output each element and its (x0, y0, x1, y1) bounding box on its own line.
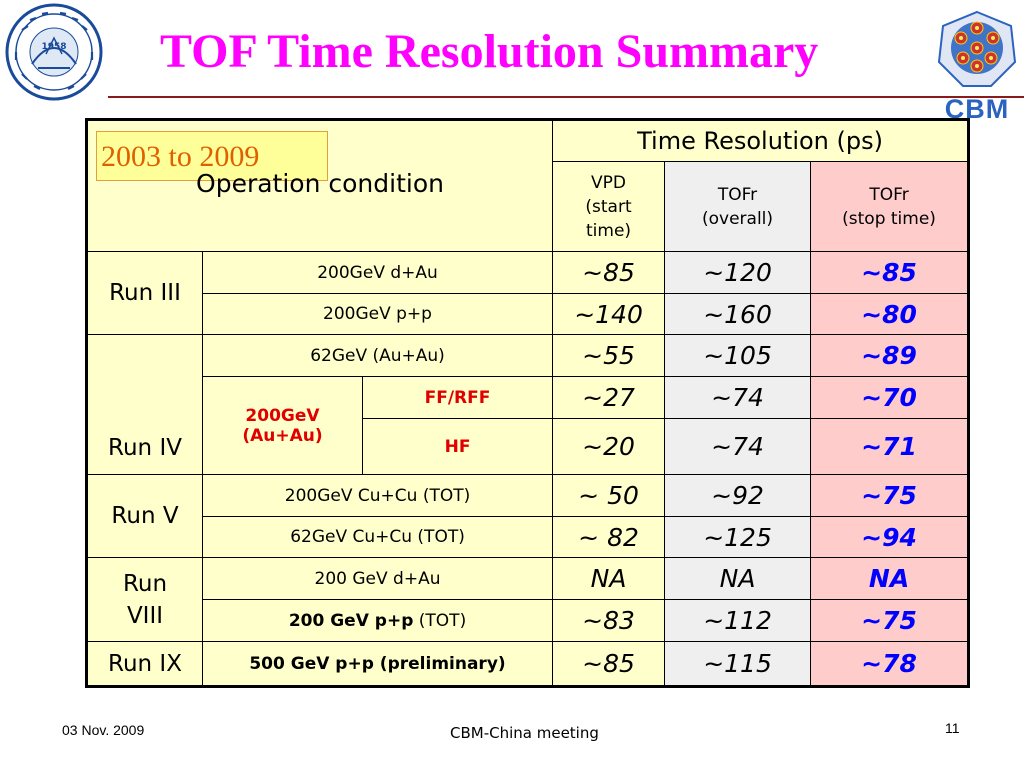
table-row: 200GeV (Au+Au) FF/RFF ~27 ~74 ~70 (87, 376, 970, 475)
table-row: HF ~20 ~74 ~71 (87, 418, 970, 475)
condition-cell: 200 GeV p+p (TOT) (201, 599, 554, 642)
logo-year-text: 1958 (41, 42, 66, 52)
tofr-overall-value: ~74 (664, 376, 812, 419)
vpd-value: ~83 (552, 599, 666, 642)
run-label: Run VIII (86, 557, 203, 642)
tofr-overall-value: ~125 (664, 516, 812, 558)
cbm-logo: CBM (933, 6, 1021, 124)
slide-title: TOF Time Resolution Summary (160, 25, 819, 78)
condition-cell: 62GeV (Au+Au) (201, 334, 554, 377)
tofr-stop-value: ~89 (810, 334, 970, 377)
table-row: Run IX 500 GeV p+p (preliminary) ~85 ~11… (86, 641, 970, 687)
table-row: 62GeV Cu+Cu (TOT) ~ 82 ~125 ~94 (87, 516, 970, 558)
vpd-value: ~20 (552, 418, 666, 475)
footer-center-text: CBM-China meeting (450, 724, 599, 742)
condition-cell: FF/RFF (361, 376, 554, 419)
tofr-stop-value: ~94 (810, 516, 970, 558)
tofr-stop-value: ~70 (810, 376, 970, 419)
condition-cell: 500 GeV p+p (preliminary) (201, 641, 554, 687)
tofr-overall-value: ~112 (664, 599, 812, 642)
cbm-detector-icon (933, 6, 1021, 122)
title-divider (108, 96, 1024, 98)
condition-bold-text: 200 GeV p+p (288, 610, 414, 631)
condition-cell: 200GeV Cu+Cu (TOT) (201, 474, 554, 517)
tofr-overall-value: ~120 (664, 251, 812, 294)
table-row: Run V 200GeV Cu+Cu (TOT) ~ 50 ~92 ~75 (86, 474, 970, 558)
tofr-overall-value: NA (664, 557, 812, 600)
page-number: 11 (945, 720, 960, 736)
tofr-stop-value: NA (810, 557, 970, 600)
table-row: 200 GeV p+p (TOT) ~83 ~112 ~75 (87, 599, 970, 642)
condition-cell: HF (361, 418, 554, 475)
tofr-stop-value: ~85 (810, 251, 970, 294)
table-row: Run III 200GeV d+Au ~85 ~120 ~85 (86, 251, 970, 335)
vpd-value: ~27 (552, 376, 666, 419)
operation-condition-label: Operation condition (196, 169, 444, 198)
tofr-overall-value: ~92 (664, 474, 812, 517)
year-range-label: 2003 to 2009 (96, 131, 328, 181)
condition-cell: 200GeV d+Au (201, 251, 554, 294)
time-resolution-table: 2003 to 2009 Operation condition Time Re… (85, 118, 971, 688)
vpd-header: VPD (start time) (552, 161, 666, 252)
vpd-value: ~ 82 (552, 516, 666, 558)
vpd-value: ~85 (552, 641, 666, 687)
footer-date: 03 Nov. 2009 (62, 722, 145, 738)
run-label: Run III (86, 251, 203, 335)
vpd-value: ~55 (552, 334, 666, 377)
condition-cell: 200GeV p+p (201, 293, 554, 335)
table-row: 200GeV p+p ~140 ~160 ~80 (87, 293, 970, 335)
run-label: Run IV (86, 334, 203, 475)
tofr-overall-header: TOFr (overall) (664, 161, 812, 252)
tofr-stop-value: ~75 (810, 474, 970, 517)
condition-cell: 200 GeV d+Au (201, 557, 554, 600)
run-label: Run V (86, 474, 203, 558)
condition-cell: 62GeV Cu+Cu (TOT) (201, 516, 554, 558)
tofr-overall-value: ~74 (664, 418, 812, 475)
tofr-stop-value: ~75 (810, 599, 970, 642)
vpd-value: ~140 (552, 293, 666, 335)
tofr-stop-value: ~78 (810, 641, 970, 687)
university-logo: 1958 (2, 2, 106, 106)
run-label: Run IX (86, 641, 203, 687)
condition-suffix-text: (TOT) (418, 610, 467, 631)
condition-group-cell: 200GeV (Au+Au) (202, 376, 363, 475)
vpd-value: ~85 (552, 251, 666, 294)
table-row: Run VIII 200 GeV d+Au NA NA NA (86, 557, 970, 642)
vpd-value: NA (552, 557, 666, 600)
tofr-overall-value: ~160 (664, 293, 812, 335)
tofr-stop-value: ~80 (810, 293, 970, 335)
vpd-value: ~ 50 (552, 474, 666, 517)
tofr-overall-value: ~115 (664, 641, 812, 687)
operation-condition-header: 2003 to 2009 Operation condition (85, 119, 554, 252)
tofr-stop-value: ~71 (810, 418, 970, 475)
table-row: Run IV 62GeV (Au+Au) ~55 ~105 ~89 (86, 334, 970, 475)
tofr-overall-value: ~105 (664, 334, 812, 377)
tofr-stop-header: TOFr (stop time) (810, 161, 970, 252)
time-resolution-header: Time Resolution (ps) (552, 119, 970, 162)
